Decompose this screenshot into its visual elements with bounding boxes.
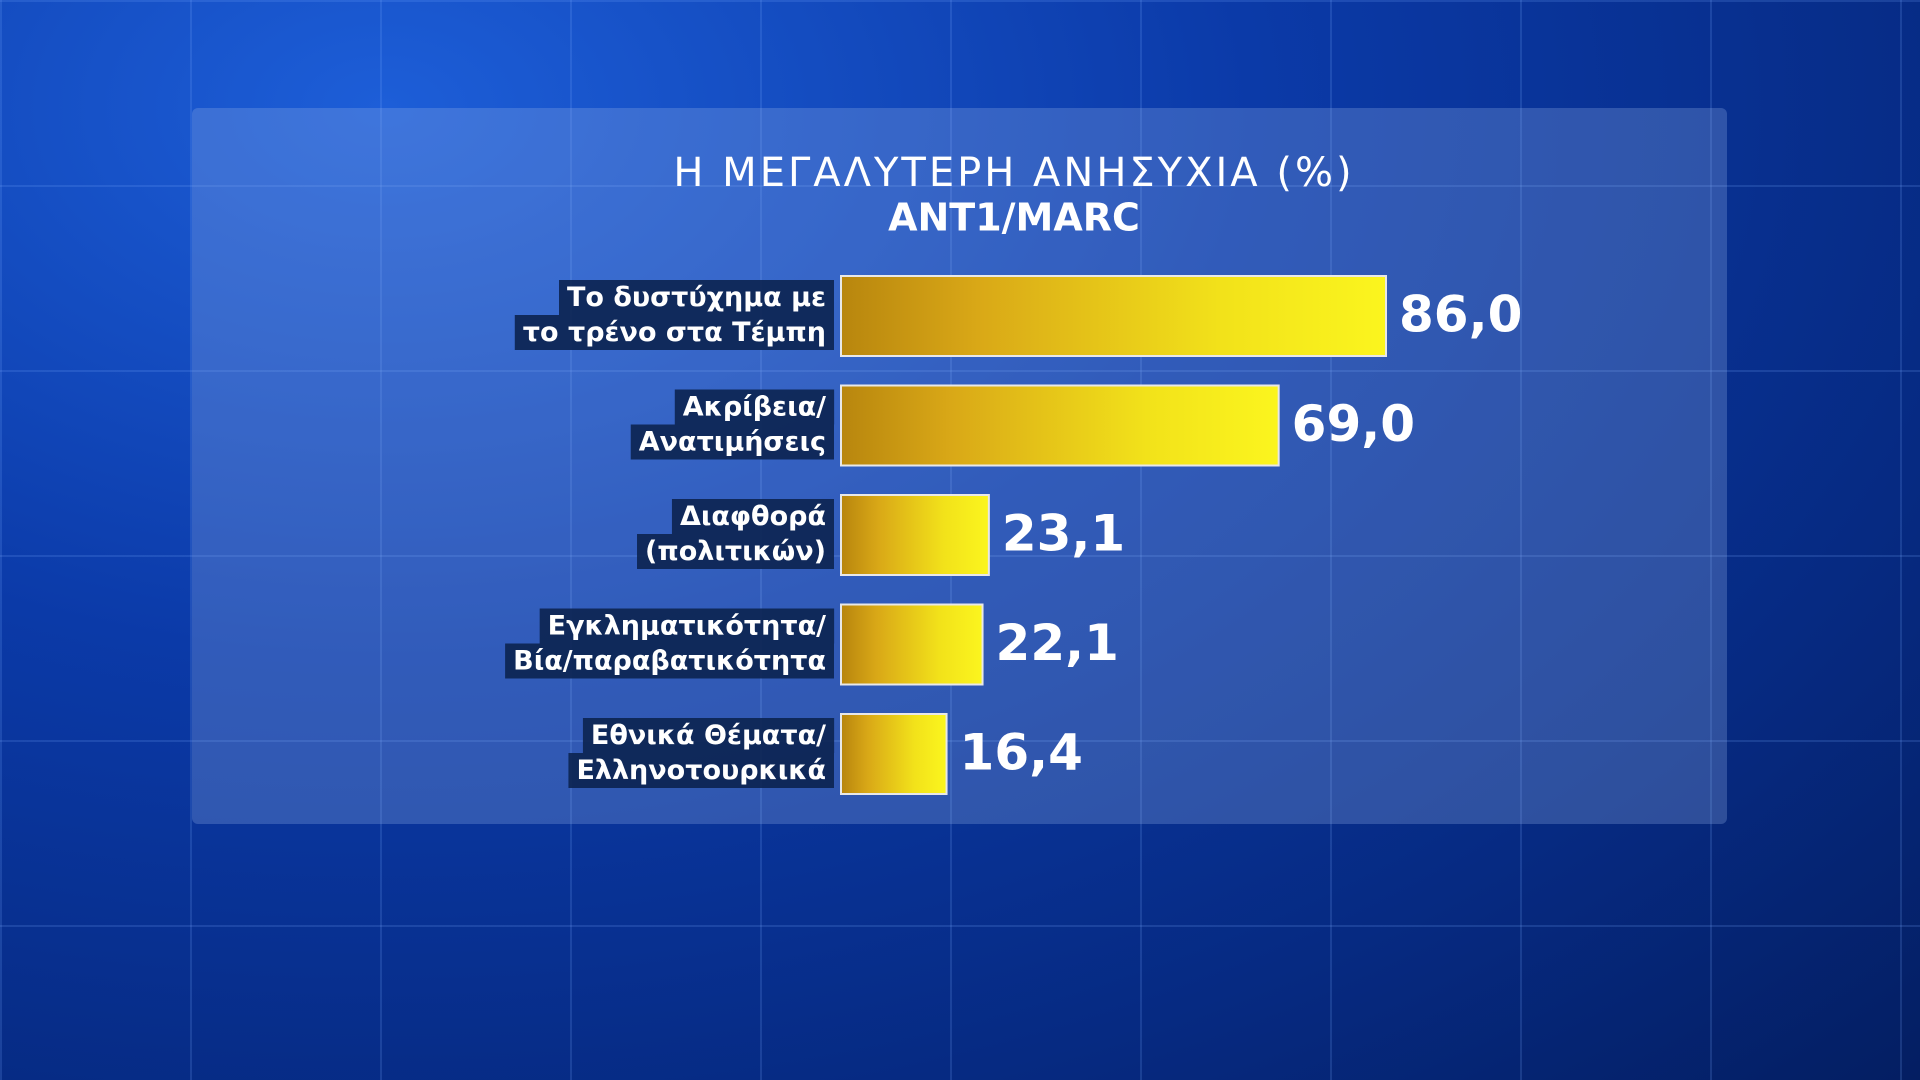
- category-label-bg: [539, 608, 835, 644]
- category-label-bg: [505, 643, 834, 679]
- category-label: Εθνικά Θέματα/: [591, 720, 826, 751]
- bar: [842, 715, 946, 793]
- category-label: Ελληνοτουρκικά: [576, 755, 826, 786]
- category-label-bg: [630, 424, 834, 460]
- category-label-bg: [559, 280, 834, 315]
- category-label-bg: [671, 499, 834, 534]
- chart-subtitle: ANT1/MARC: [888, 196, 1140, 240]
- bar: [842, 496, 988, 574]
- category-label: το τρένο στα Τέμπη: [523, 317, 826, 348]
- category-label: Ανατιμήσεις: [639, 427, 826, 458]
- bar: [842, 277, 1385, 355]
- value-label: 23,1: [1002, 505, 1125, 563]
- value-label: 16,4: [960, 724, 1083, 782]
- category-label-bg: [568, 753, 834, 788]
- category-label-bg: [637, 534, 834, 569]
- category-label: Εγκληματικότητα/: [548, 611, 826, 642]
- category-label-bg: [674, 389, 835, 425]
- chart-title: Η ΜΕΓΑΛΥΤΕΡΗ ΑΝΗΣΥΧΙΑ (%): [673, 150, 1354, 196]
- value-label: 69,0: [1292, 395, 1415, 453]
- category-label: Το δυστύχημα με: [567, 282, 826, 313]
- category-label: Διαφθορά: [680, 501, 826, 532]
- value-label: 86,0: [1399, 286, 1522, 344]
- category-label: Βία/παραβατικότητα: [513, 646, 826, 677]
- category-label: (πολιτικών): [645, 536, 826, 567]
- category-label-bg: [582, 718, 835, 753]
- bar: [842, 605, 982, 684]
- category-label-bg: [514, 315, 834, 350]
- bar: [842, 386, 1278, 465]
- category-label: Ακρίβεια/: [683, 392, 826, 423]
- value-label: 22,1: [996, 614, 1119, 672]
